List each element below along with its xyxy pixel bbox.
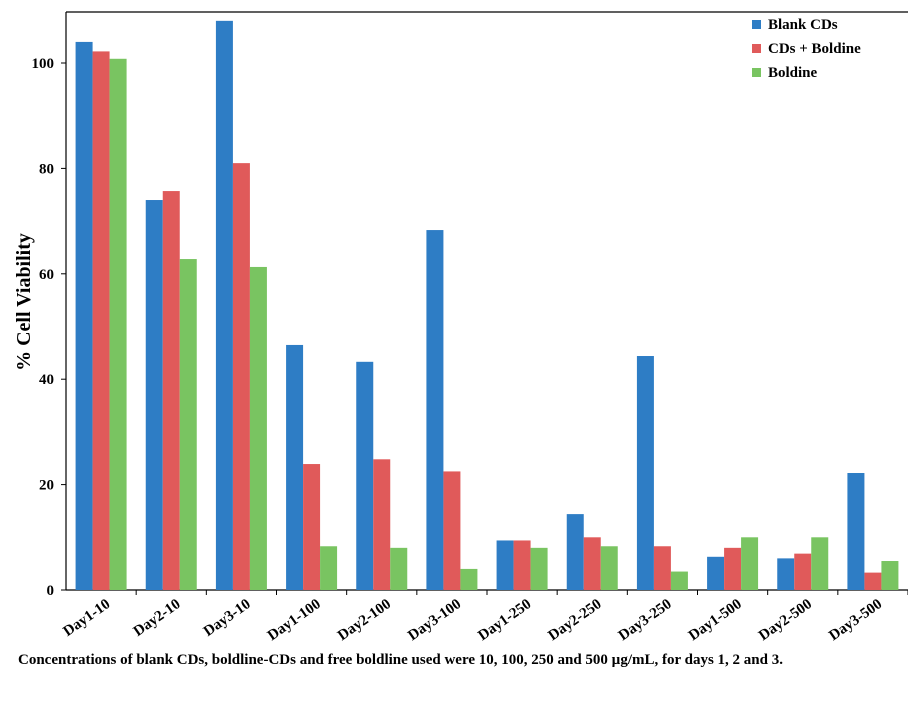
legend-swatch bbox=[752, 44, 761, 53]
bar bbox=[653, 546, 671, 590]
bar bbox=[777, 558, 795, 590]
bar bbox=[145, 200, 163, 590]
bar bbox=[724, 547, 742, 590]
bar bbox=[249, 266, 267, 590]
y-tick-label: 100 bbox=[32, 56, 55, 72]
x-tick-label: Day3-500 bbox=[826, 596, 885, 644]
bar bbox=[390, 547, 408, 590]
y-tick-label: 20 bbox=[39, 478, 54, 494]
bar bbox=[600, 546, 618, 590]
y-tick-label: 0 bbox=[47, 583, 55, 599]
y-tick-label: 80 bbox=[39, 161, 54, 177]
bar bbox=[443, 471, 461, 590]
x-tick-label: Day2-500 bbox=[756, 596, 815, 644]
bar bbox=[303, 464, 321, 590]
figure-caption: Concentrations of blank CDs, boldline-CD… bbox=[18, 652, 783, 668]
bar bbox=[847, 473, 865, 590]
bar bbox=[286, 344, 304, 590]
legend-label: Boldine bbox=[768, 65, 818, 81]
bar bbox=[811, 537, 829, 590]
bar bbox=[356, 361, 374, 590]
bar bbox=[373, 459, 391, 590]
bar bbox=[741, 537, 759, 590]
legend-label: CDs + Boldine bbox=[768, 41, 861, 57]
bar bbox=[566, 514, 584, 590]
y-tick-label: 60 bbox=[39, 267, 54, 283]
legend-label: Blank CDs bbox=[768, 17, 838, 33]
bar bbox=[794, 553, 812, 590]
bar bbox=[426, 230, 444, 590]
bar bbox=[92, 51, 110, 590]
x-tick-label: Day1-500 bbox=[686, 596, 745, 644]
bar bbox=[530, 547, 548, 590]
legend-swatch bbox=[752, 20, 761, 29]
x-tick-label: Day1-10 bbox=[61, 596, 114, 640]
bar bbox=[636, 356, 654, 590]
x-tick-label: Day1-100 bbox=[265, 596, 324, 644]
bar bbox=[513, 540, 531, 590]
x-tick-label: Day3-100 bbox=[405, 596, 464, 644]
y-tick-label: 40 bbox=[39, 372, 54, 388]
bar bbox=[162, 191, 180, 590]
bars bbox=[75, 20, 899, 591]
x-tick-labels: Day1-10 Day2-10 Day3-10 Day1-100 Day2-100 Day… bbox=[61, 590, 908, 644]
bar bbox=[460, 568, 478, 590]
x-tick-label: Day2-250 bbox=[546, 596, 605, 644]
y-axis-label: % Cell Viability bbox=[13, 233, 35, 371]
bar bbox=[583, 537, 601, 590]
bar bbox=[881, 561, 899, 590]
bar bbox=[496, 540, 514, 590]
x-tick-label: Day1-250 bbox=[475, 596, 534, 644]
legend: Blank CDs CDs + Boldine Boldine bbox=[752, 17, 861, 81]
bar bbox=[109, 58, 127, 591]
legend-swatch bbox=[752, 68, 761, 77]
x-tick-label: Day2-10 bbox=[131, 596, 184, 640]
x-tick-label: Day2-100 bbox=[335, 596, 394, 644]
x-tick-label: Day3-250 bbox=[616, 596, 675, 644]
bar bbox=[179, 259, 197, 590]
y-tick-labels: 0 20 40 60 80 100 bbox=[32, 56, 66, 599]
bar bbox=[232, 163, 250, 590]
x-tick-label: Day3-10 bbox=[201, 596, 254, 640]
bar bbox=[320, 546, 338, 590]
bar bbox=[707, 556, 725, 590]
bar-chart: Day1-10 Day2-10 Day3-10 Day1-100 Day2-100 Day… bbox=[13, 11, 908, 644]
bar bbox=[670, 571, 688, 590]
bar bbox=[75, 41, 93, 591]
bar bbox=[215, 20, 233, 590]
bar bbox=[864, 572, 882, 590]
